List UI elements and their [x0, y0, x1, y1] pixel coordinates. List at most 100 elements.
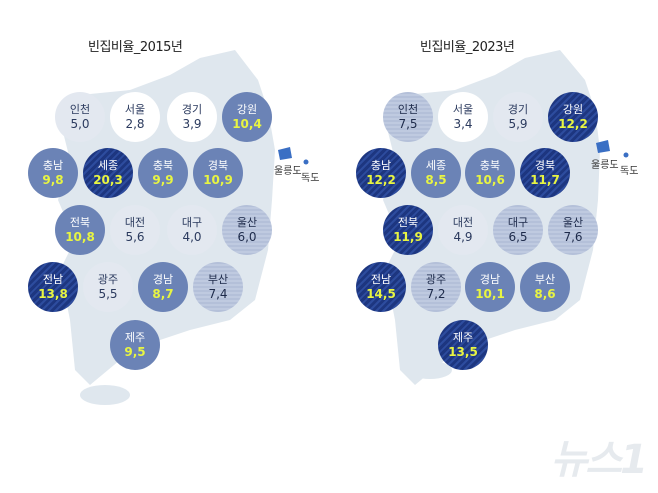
- region-value: 10,9: [203, 173, 233, 187]
- region-circle: 충남 9,8: [28, 148, 78, 198]
- region-circle: 인천 5,0: [55, 92, 105, 142]
- region-circle: 경기 3,9: [167, 92, 217, 142]
- region-name: 서울: [452, 103, 474, 116]
- region-value: 5,6: [125, 230, 145, 244]
- region-name: 제주: [124, 331, 146, 344]
- region-name: 부산: [207, 273, 229, 286]
- region-value: 13,8: [38, 287, 68, 301]
- dokdo-shape: [623, 152, 629, 158]
- region-value: 6,5: [508, 230, 528, 244]
- region-value: 7,6: [563, 230, 583, 244]
- region-name: 대구: [181, 216, 203, 229]
- map-title-2015: 빈집비율_2015년: [88, 40, 183, 55]
- region-name: 충북: [479, 159, 501, 172]
- region-circle: 광주 7,2: [411, 262, 461, 312]
- region-circle: 전남 13,8: [28, 262, 78, 312]
- region-value: 6,0: [237, 230, 257, 244]
- region-name: 경남: [479, 273, 501, 286]
- map-title-2023: 빈집비율_2023년: [420, 40, 515, 55]
- region-value: 10,8: [65, 230, 95, 244]
- region-value: 5,5: [98, 287, 118, 301]
- region-name: 강원: [236, 103, 258, 116]
- region-value: 9,5: [124, 345, 146, 359]
- dokdo-label: 독도: [620, 166, 639, 177]
- region-name: 세종: [425, 159, 447, 172]
- region-circle: 인천 7,5: [383, 92, 433, 142]
- region-name: 경북: [207, 159, 229, 172]
- jeju-land-2023: [408, 361, 452, 379]
- region-circle: 대전 5,6: [110, 205, 160, 255]
- region-circle: 경기 5,9: [493, 92, 543, 142]
- region-name: 전북: [69, 216, 91, 229]
- region-name: 부산: [534, 273, 556, 286]
- region-value: 20,3: [93, 173, 123, 187]
- region-value: 5,9: [508, 117, 528, 131]
- region-circle: 강원 12,2: [548, 92, 598, 142]
- region-value: 8,6: [534, 287, 556, 301]
- region-value: 5,0: [70, 117, 90, 131]
- region-name: 대구: [507, 216, 529, 229]
- region-circle: 세종 20,3: [83, 148, 133, 198]
- region-circle: 충북 10,6: [465, 148, 515, 198]
- ulleungdo-label: 울릉도: [591, 160, 619, 171]
- region-circle: 서울 2,8: [110, 92, 160, 142]
- region-name: 인천: [397, 103, 419, 116]
- region-name: 경기: [181, 103, 203, 116]
- region-value: 11,7: [530, 173, 560, 187]
- region-value: 2,8: [125, 117, 145, 131]
- region-name: 경기: [507, 103, 529, 116]
- region-circle: 서울 3,4: [438, 92, 488, 142]
- region-circle: 부산 8,6: [520, 262, 570, 312]
- jeju-land-2015: [80, 385, 130, 405]
- region-name: 전남: [42, 273, 64, 286]
- region-value: 10,4: [232, 117, 262, 131]
- region-name: 충남: [370, 159, 392, 172]
- region-circle: 세종 8,5: [411, 148, 461, 198]
- region-name: 세종: [97, 159, 119, 172]
- region-value: 4,9: [453, 230, 473, 244]
- region-value: 8,7: [152, 287, 174, 301]
- dokdo-shape: [303, 159, 309, 165]
- region-value: 13,5: [448, 345, 478, 359]
- region-circle: 대구 6,5: [493, 205, 543, 255]
- dokdo-label: 독도: [301, 173, 320, 184]
- region-value: 7,5: [398, 117, 418, 131]
- region-value: 3,4: [453, 117, 473, 131]
- region-name: 경북: [534, 159, 556, 172]
- region-circle: 전북 11,9: [383, 205, 433, 255]
- ulleungdo-label: 울릉도: [274, 166, 302, 177]
- region-name: 충북: [152, 159, 174, 172]
- region-circle: 경남 10,1: [465, 262, 515, 312]
- region-circle: 전남 14,5: [356, 262, 406, 312]
- region-name: 울산: [562, 216, 584, 229]
- region-circle: 경남 8,7: [138, 262, 188, 312]
- region-name: 제주: [452, 331, 474, 344]
- region-name: 광주: [425, 273, 447, 286]
- region-circle: 제주 9,5: [110, 320, 160, 370]
- region-name: 대전: [124, 216, 146, 229]
- region-value: 9,9: [152, 173, 174, 187]
- region-value: 12,2: [366, 173, 396, 187]
- region-value: 10,6: [475, 173, 505, 187]
- region-circle: 대구 4,0: [167, 205, 217, 255]
- region-value: 8,5: [425, 173, 447, 187]
- region-value: 4,0: [182, 230, 202, 244]
- region-name: 인천: [69, 103, 91, 116]
- region-value: 11,9: [393, 230, 423, 244]
- region-name: 강원: [562, 103, 584, 116]
- region-circle: 경북 11,7: [520, 148, 570, 198]
- region-circle: 울산 7,6: [548, 205, 598, 255]
- region-circle: 울산 6,0: [222, 205, 272, 255]
- region-value: 12,2: [558, 117, 588, 131]
- region-circle: 강원 10,4: [222, 92, 272, 142]
- region-circle: 대전 4,9: [438, 205, 488, 255]
- region-name: 전남: [370, 273, 392, 286]
- region-circle: 광주 5,5: [83, 262, 133, 312]
- region-value: 9,8: [42, 173, 64, 187]
- region-circle: 충남 12,2: [356, 148, 406, 198]
- region-value: 10,1: [475, 287, 505, 301]
- region-circle: 제주 13,5: [438, 320, 488, 370]
- region-name: 광주: [97, 273, 119, 286]
- ulleungdo-shape: [278, 147, 292, 160]
- region-circle: 충북 9,9: [138, 148, 188, 198]
